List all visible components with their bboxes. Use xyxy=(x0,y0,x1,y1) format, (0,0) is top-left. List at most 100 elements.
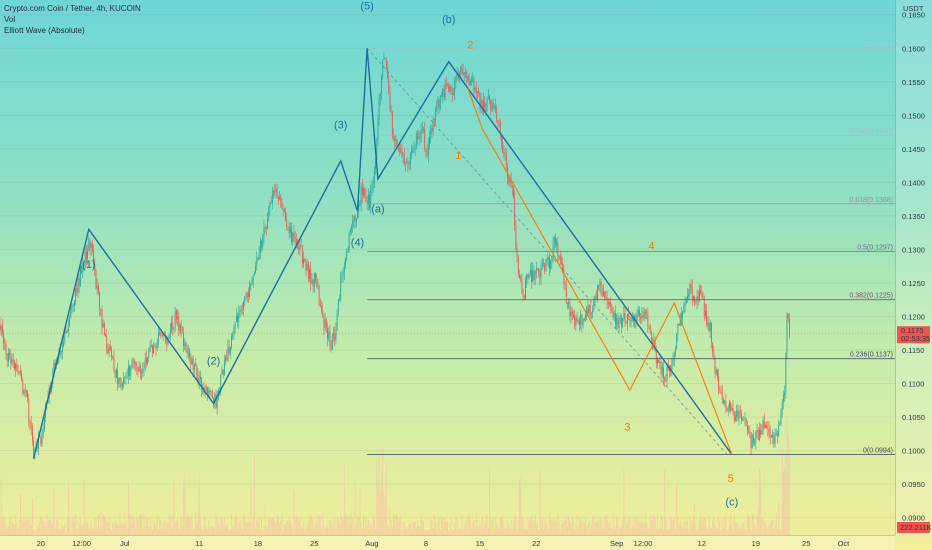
symbol-title[interactable]: Crypto.com Coin / Tether, 4h, KUCOIN xyxy=(4,4,141,13)
candle-body xyxy=(696,296,698,302)
volume-bar xyxy=(317,515,319,535)
volume-bar xyxy=(12,524,14,535)
volume-bar xyxy=(496,523,498,535)
candle-body xyxy=(323,317,325,328)
volume-bar xyxy=(649,514,651,535)
candle-body xyxy=(666,365,668,382)
volume-bar xyxy=(714,523,716,535)
candle-body xyxy=(385,58,387,70)
volume-bar xyxy=(641,513,643,535)
candle-body xyxy=(60,350,62,353)
volume-bar xyxy=(141,515,143,535)
volume-bar xyxy=(237,529,239,535)
candle-body xyxy=(640,316,642,319)
time-tick-label: 11 xyxy=(195,539,203,548)
volume-bar xyxy=(690,519,692,535)
volume-bar xyxy=(742,522,744,535)
volume-bar xyxy=(307,520,309,535)
candle-body xyxy=(381,77,382,94)
candle-body xyxy=(481,99,483,109)
candle-body xyxy=(215,394,217,408)
candle-body xyxy=(25,390,27,393)
candle-body xyxy=(751,434,753,449)
volume-bar xyxy=(438,517,440,535)
candle-body xyxy=(707,323,709,326)
candle-body xyxy=(24,390,26,392)
candle-body xyxy=(706,311,708,326)
volume-bar xyxy=(341,516,343,535)
volume-bar xyxy=(499,517,501,535)
volume-bar xyxy=(741,527,742,535)
candle-body xyxy=(71,304,73,307)
price-axis[interactable] xyxy=(895,0,932,535)
volume-bar xyxy=(330,523,332,535)
volume-bar xyxy=(595,521,597,535)
elliott-sub-wave-labels: 2 1 3 4 5 xyxy=(455,39,733,485)
volume-bar xyxy=(285,524,287,535)
volume-bar xyxy=(138,516,140,535)
volume-bar xyxy=(83,479,85,535)
volume-bar xyxy=(531,514,532,535)
candle-body xyxy=(28,399,30,423)
candle-body xyxy=(309,269,310,280)
volume-bar xyxy=(228,530,230,535)
volume-bar xyxy=(112,522,114,535)
volume-bar xyxy=(130,522,132,535)
candle-body xyxy=(630,319,632,322)
candle-body xyxy=(438,99,440,108)
candle-body xyxy=(739,411,741,413)
volume-bar xyxy=(574,529,576,535)
volume-bar xyxy=(683,522,685,535)
volume-bar xyxy=(241,530,243,535)
volume-bar xyxy=(675,530,676,535)
candle-body xyxy=(292,232,294,242)
volume-bar xyxy=(480,527,482,535)
volume-bar xyxy=(87,522,89,535)
volume-bar xyxy=(384,496,386,535)
volume-bar xyxy=(630,527,632,535)
volume-indicator-label[interactable]: Vol xyxy=(4,15,16,24)
candle-body xyxy=(497,120,499,122)
candle-body xyxy=(1,325,3,335)
candle-body xyxy=(623,312,625,319)
candle-body xyxy=(334,333,336,341)
volume-bar xyxy=(453,529,454,535)
volume-bar xyxy=(562,522,564,535)
candle-body xyxy=(191,359,193,365)
volume-bar xyxy=(393,513,395,535)
candle-body xyxy=(441,95,442,97)
volume-bar xyxy=(198,472,200,535)
candle-body xyxy=(142,368,144,373)
volume-bar xyxy=(145,515,147,535)
volume-bar xyxy=(100,511,102,535)
price-tick-label: 0.1450 xyxy=(902,145,925,154)
volume-bar xyxy=(165,528,167,535)
volume-bar xyxy=(294,515,296,535)
volume-bar xyxy=(551,518,553,535)
volume-bar xyxy=(456,518,458,535)
volume-bar xyxy=(351,513,353,535)
volume-bar xyxy=(761,518,763,535)
candle-body xyxy=(234,322,236,328)
candle-body xyxy=(255,266,256,273)
time-axis[interactable] xyxy=(0,535,895,550)
volume-bar xyxy=(612,513,614,535)
candle-body xyxy=(73,300,75,306)
volume-bar xyxy=(526,529,528,535)
volume-bar xyxy=(457,529,459,535)
candle-body xyxy=(423,128,424,130)
volume-bar xyxy=(82,525,84,535)
volume-bar xyxy=(610,524,612,535)
candle-body xyxy=(516,249,518,259)
candle-body xyxy=(661,367,663,374)
volume-bar xyxy=(211,527,213,535)
volume-bar xyxy=(101,526,103,535)
candle-body xyxy=(582,321,584,325)
volume-bar xyxy=(635,520,637,535)
candle-body xyxy=(430,128,432,138)
elliott-wave-indicator-label[interactable]: Elliott Wave (Absolute) xyxy=(4,26,85,35)
volume-bar xyxy=(15,515,17,535)
candle-body xyxy=(154,346,156,347)
